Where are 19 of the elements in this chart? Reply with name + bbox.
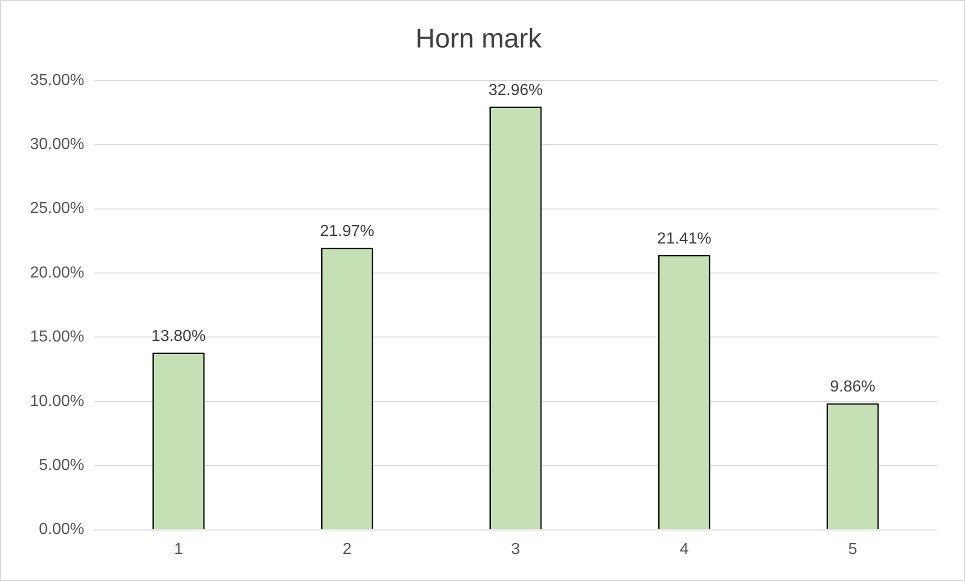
data-label: 9.86% xyxy=(830,378,876,396)
x-tick-label: 3 xyxy=(511,540,520,558)
data-label: 32.96% xyxy=(488,82,543,99)
y-tick-label: 25.00% xyxy=(30,200,84,218)
x-tick-label: 5 xyxy=(848,540,858,558)
y-tick-label: 0.00% xyxy=(38,521,84,538)
x-tick-label: 2 xyxy=(342,540,352,558)
chart-title: Horn mark xyxy=(415,24,542,54)
x-tick-label: 1 xyxy=(174,540,184,558)
data-label: 21.97% xyxy=(320,223,374,240)
data-label: 21.41% xyxy=(657,230,712,248)
y-tick-label: 35.00% xyxy=(30,72,84,89)
y-tick-label: 15.00% xyxy=(30,328,84,346)
y-tick-label: 5.00% xyxy=(38,457,84,474)
y-tick-label: 20.00% xyxy=(30,264,84,282)
x-tick-label: 4 xyxy=(680,540,689,558)
y-tick-label: 30.00% xyxy=(30,136,84,154)
y-tick-label: 10.00% xyxy=(30,392,84,410)
data-label: 13.80% xyxy=(151,328,206,346)
